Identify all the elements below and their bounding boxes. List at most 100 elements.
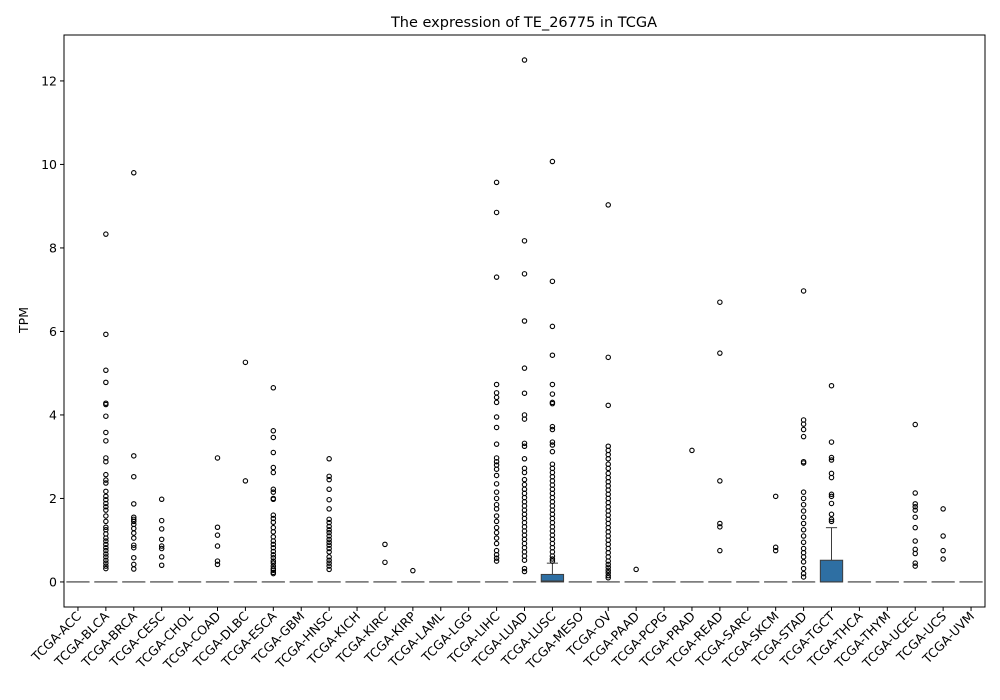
outlier-point [493, 495, 500, 502]
outlier-point [131, 530, 137, 536]
outlier-point [103, 231, 109, 237]
outlier-point [605, 558, 611, 564]
outlier-point [103, 518, 109, 525]
outlier-point [214, 532, 221, 538]
outlier-point [549, 558, 556, 564]
outlier-point [717, 524, 723, 530]
outlier-point [326, 523, 332, 530]
y-tick-label: 6 [49, 324, 57, 339]
outlier-point [270, 489, 277, 495]
outlier-point [270, 519, 277, 525]
outlier-point [521, 57, 528, 63]
outlier-point [521, 565, 528, 572]
outlier-point [521, 271, 528, 277]
outlier-point [800, 570, 807, 577]
outlier-point [103, 413, 109, 419]
outlier-point [270, 428, 277, 434]
outlier-point [270, 486, 277, 493]
outlier-point [717, 520, 723, 527]
plot-frame [63, 34, 986, 608]
box-tcga-tgct [819, 559, 844, 583]
outlier-point [270, 558, 277, 564]
box-tcga-lusc [540, 573, 565, 583]
outlier-point [493, 558, 500, 564]
outlier-point [326, 456, 332, 462]
outlier-point [689, 447, 695, 454]
y-axis-label: TPM [16, 307, 31, 334]
outlier-point [103, 563, 109, 569]
outlier-point [214, 524, 221, 531]
outlier-point [549, 352, 556, 358]
outlier-point [103, 401, 109, 408]
outlier-point [912, 504, 918, 510]
outlier-point [131, 518, 137, 525]
outlier-point [605, 202, 611, 208]
outlier-point [521, 568, 528, 575]
outlier-point [493, 529, 500, 536]
outlier-point [214, 558, 221, 564]
outlier-point [158, 517, 165, 524]
outlier-point [549, 556, 556, 562]
outlier-point [800, 495, 807, 502]
outlier-point [103, 471, 109, 478]
outlier-point [270, 567, 277, 574]
outlier-point [828, 493, 835, 500]
outlier-point [828, 500, 835, 507]
outlier-point [605, 567, 611, 574]
outlier-point [493, 209, 500, 216]
outlier-point [800, 501, 807, 508]
outlier-point [270, 570, 277, 577]
outlier-point [493, 481, 500, 487]
outlier-point [912, 514, 918, 520]
outlier-point [549, 442, 556, 448]
outlier-point [103, 504, 109, 510]
outlier-point [940, 556, 946, 562]
outlier-point [605, 402, 611, 409]
outlier-point [326, 527, 332, 533]
outlier-point [131, 473, 137, 480]
outlier-point [493, 540, 500, 547]
outlier-point [270, 464, 277, 471]
outlier-point [717, 350, 723, 356]
plot-area: 024681012TCGA-ACCTCGA-BLCATCGA-BRCATCGA-… [28, 57, 983, 673]
outlier-point [493, 466, 500, 472]
outlier-point [131, 501, 137, 507]
outlier-point [103, 500, 109, 507]
outlier-point [605, 561, 611, 568]
outlier-point [103, 507, 109, 513]
outlier-point [828, 457, 835, 463]
outlier-point [326, 536, 332, 543]
outlier-point [131, 535, 137, 541]
outlier-point [912, 538, 918, 544]
outlier-point [270, 385, 277, 391]
outlier-point [772, 493, 779, 500]
outlier-point [326, 542, 332, 548]
outlier-point [521, 469, 528, 476]
outlier-point [800, 460, 807, 466]
outlier-point [382, 541, 388, 548]
outlier-point [326, 486, 332, 493]
outlier-point [103, 429, 109, 436]
outlier-point [326, 516, 332, 523]
outlier-point [326, 557, 332, 563]
outlier-point [493, 489, 500, 495]
outlier-point [103, 493, 109, 500]
outlier-point [493, 390, 500, 396]
outlier-point [800, 426, 807, 433]
outlier-point [605, 572, 611, 579]
outlier-point [326, 539, 332, 546]
outlier-point [493, 441, 500, 447]
outlier-point [828, 511, 835, 518]
outlier-point [800, 565, 807, 572]
outlier-point [270, 538, 277, 544]
outlier-point [912, 490, 918, 496]
outlier-point [410, 567, 416, 574]
outlier-point [605, 575, 611, 581]
outlier-point [549, 323, 556, 330]
outlier-point [493, 535, 500, 541]
outlier-point [549, 278, 556, 285]
outlier-point [103, 438, 109, 444]
y-tick-label: 12 [41, 73, 57, 88]
outlier-point [912, 421, 918, 428]
